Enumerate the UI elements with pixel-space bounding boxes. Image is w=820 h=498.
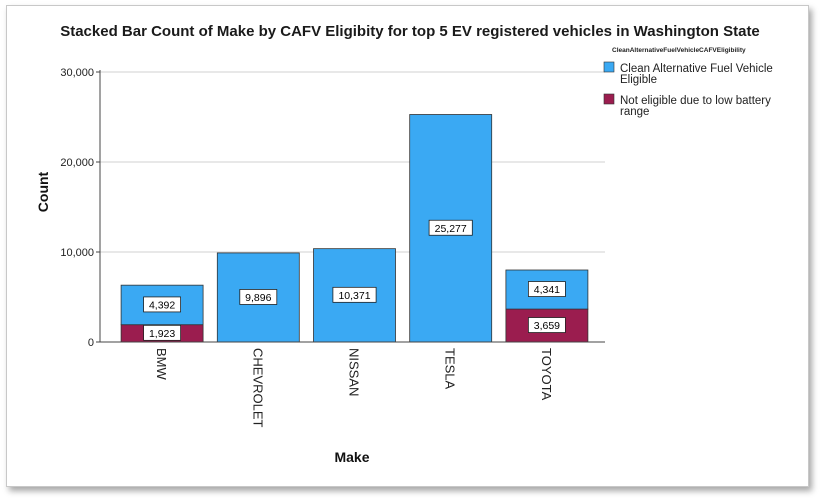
chart-frame [6, 5, 809, 487]
data-label: 4,341 [534, 284, 560, 296]
data-label: 1,923 [149, 328, 175, 340]
bars [120, 114, 589, 343]
data-label: 4,392 [149, 299, 175, 311]
data-label-box [528, 281, 566, 297]
data-label-box [428, 219, 473, 236]
x-tick-label: CHEVROLET [250, 348, 265, 428]
axes: 0 10,000 20,000 30,000 BMW CHEVROLET NISSAN TES… [60, 67, 605, 428]
legend-entry-label: Not eligible due to low battery [620, 95, 771, 107]
chart-title: Stacked Bar Count of Make by CAFV Eligib… [60, 23, 760, 40]
data-label-box [528, 317, 566, 333]
x-tick-label: TESLA [443, 348, 458, 390]
data-label: 25,277 [435, 223, 467, 235]
legend-entry-label: Eligible [620, 74, 657, 86]
data-label-box [332, 286, 377, 303]
data-label: 10,371 [338, 290, 370, 302]
x-axis-label: Make [334, 449, 369, 465]
legend-entry-label: Clean Alternative Fuel Vehicle [620, 63, 773, 75]
legend: CleanAlternativeFuelVehicleCAFVEligibili… [603, 47, 773, 118]
y-axis-label: Count [35, 171, 51, 212]
data-label-box [239, 289, 278, 305]
data-label-box [143, 324, 182, 341]
legend-swatch [603, 61, 615, 73]
legend-swatch [603, 93, 615, 105]
data-label-box [143, 296, 182, 313]
legend-title: CleanAlternativeFuelVehicleCAFVEligibili… [612, 47, 746, 54]
data-labels: 1,923 4,392 9,896 10,371 25,277 3,659 4,341 [143, 219, 566, 341]
x-tick-label: NISSAN [347, 348, 362, 396]
data-label: 9,896 [245, 292, 271, 304]
x-tick-label: BMW [154, 348, 169, 381]
y-tick-label: 0 [88, 337, 94, 349]
legend-entry-label: range [620, 106, 649, 118]
data-label: 3,659 [534, 320, 560, 332]
x-tick-label: TOYOTA [539, 348, 554, 401]
y-tick-label: 30,000 [60, 67, 94, 79]
y-tick-label: 10,000 [60, 247, 94, 259]
y-tick-label: 20,000 [60, 157, 94, 169]
